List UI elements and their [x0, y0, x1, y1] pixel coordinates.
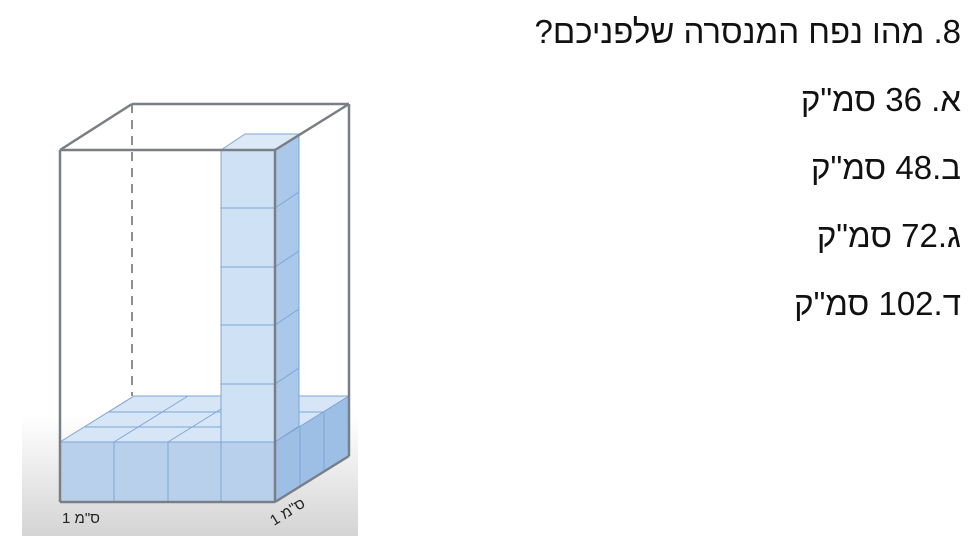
bottom-unit-label: 1 ס"מ: [62, 510, 100, 527]
floor-front-grid: [113, 442, 222, 502]
column-side-grid: [274, 191, 300, 385]
prism-drawing: 1 ס"מ 1 ס"מ: [22, 102, 358, 536]
answer-option-d[interactable]: ד.102 סמ"ק: [794, 285, 961, 322]
column-front-grid: [221, 207, 275, 385]
answer-option-a[interactable]: א. 36 סמ"ק: [800, 81, 961, 118]
prism-edges: [58, 102, 351, 504]
column-cube-front: [220, 149, 276, 443]
answer-option-b[interactable]: ב.48 סמ"ק: [811, 149, 961, 186]
question-text: 8. מהו נפח המנסרה שלפניכם?: [534, 13, 961, 50]
prism-figure: 1 ס"מ 1 ס"מ: [22, 96, 358, 536]
answer-option-c[interactable]: ג.72 סמ"ק: [816, 217, 961, 254]
floor-side-grid: [299, 412, 325, 487]
column-cube-side: [274, 133, 300, 443]
answer-list: א. 36 סמ"ק ב.48 סמ"ק ג.72 סמ"ק ד.102 סמ"…: [794, 80, 961, 352]
